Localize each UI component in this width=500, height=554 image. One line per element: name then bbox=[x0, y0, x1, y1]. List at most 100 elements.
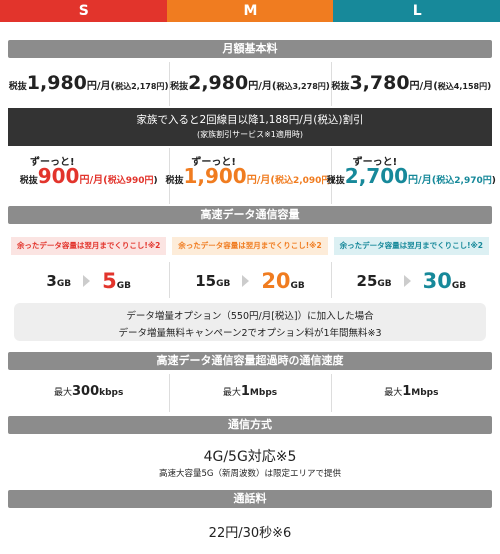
plan-header: L bbox=[333, 0, 500, 22]
price-close: ) bbox=[164, 82, 169, 92]
column-divider bbox=[169, 148, 171, 204]
discount-pre: 税抜 bbox=[19, 176, 38, 186]
column-divider bbox=[330, 262, 332, 298]
option-line2: データ増量無料キャンペーン2でオプション料が1年間無料※3 bbox=[118, 328, 382, 339]
arrow bbox=[83, 275, 91, 287]
family-line2: (家族割引サービス※1適用時) bbox=[196, 130, 304, 139]
data-from-unit: GB bbox=[216, 279, 231, 289]
column-divider bbox=[169, 374, 171, 412]
price-unit: 円/月( bbox=[248, 81, 277, 92]
discount: 税抜 1,900 円/月(税込2,090円) bbox=[165, 164, 334, 194]
column-divider bbox=[330, 374, 332, 412]
price-tax: 税込4,158円 bbox=[437, 82, 488, 91]
price-pre: 税抜 bbox=[331, 82, 350, 92]
data-from: 15 GB bbox=[195, 272, 230, 290]
rollover-note: 余ったデータ容量は翌月までくりこし!※2 bbox=[11, 237, 167, 255]
discount-close: ) bbox=[491, 176, 496, 186]
speed-unit: kbps bbox=[99, 388, 124, 398]
data-to-unit: GB bbox=[451, 281, 467, 291]
section-bar: 高速データ通信容量 bbox=[8, 206, 492, 224]
family-banner: 家族で入ると2回線目以降1,188円/月(税込)割引 (家族割引サービス※1適用… bbox=[8, 108, 492, 146]
data-from-value: 25 bbox=[356, 272, 378, 290]
price-unit: 円/月( bbox=[86, 81, 116, 92]
data-to: 5 GB bbox=[102, 269, 131, 293]
column-divider bbox=[169, 262, 171, 298]
speed-unit: Mbps bbox=[249, 388, 278, 398]
discount-close: ) bbox=[153, 176, 158, 186]
section-bar: 通話料 bbox=[8, 490, 492, 508]
section-bar: 通信方式 bbox=[8, 416, 492, 434]
speed: 最大 1 Mbps bbox=[331, 384, 492, 404]
price: 税抜 2,980 円/月(税込3,278円) bbox=[169, 72, 330, 98]
data-to-value: 30 bbox=[422, 269, 452, 293]
column-divider bbox=[330, 62, 332, 106]
price-pre: 税抜 bbox=[8, 82, 27, 92]
discount-unit: 円/月( bbox=[408, 175, 437, 186]
price-close: ) bbox=[325, 82, 330, 92]
speed: 最大 300 kbps bbox=[8, 384, 169, 404]
speed-unit: Mbps bbox=[411, 388, 439, 398]
price-unit: 円/月( bbox=[409, 81, 438, 92]
discount-pre: 税抜 bbox=[165, 176, 184, 186]
discount-unit: 円/月( bbox=[246, 175, 275, 186]
data-to: 20 GB bbox=[261, 269, 304, 293]
discount-lead: ずーっと! bbox=[352, 157, 398, 168]
rollover-note: 余ったデータ容量は翌月までくりこし!※2 bbox=[333, 237, 489, 255]
arrow bbox=[242, 275, 250, 287]
discount-close: ) bbox=[330, 176, 335, 186]
section-bar: 月額基本料 bbox=[8, 40, 492, 58]
price-close: ) bbox=[487, 82, 492, 92]
discount-lead: ずーっと! bbox=[30, 157, 75, 168]
discount-tax: 税込990円 bbox=[107, 176, 154, 186]
data-capacity: 15 GB 20 GB bbox=[169, 266, 330, 296]
option-line1: データ増量オプション（550円/月[税込]）に加入した場合 bbox=[126, 311, 374, 322]
option-note: データ増量オプション（550円/月[税込]）に加入した場合 データ増量無料キャン… bbox=[14, 303, 486, 341]
speed-value: 300 bbox=[71, 384, 100, 399]
speed-value: 1 bbox=[402, 384, 412, 399]
data-from-value: 3 bbox=[46, 272, 57, 290]
price: 税抜 1,980 円/月(税込2,178円) bbox=[8, 72, 169, 98]
section-bar: 高速データ通信容量超過時の通信速度 bbox=[8, 352, 492, 370]
plan-header: S bbox=[0, 0, 168, 22]
price-tax: 税込2,178円 bbox=[115, 82, 165, 91]
data-from-unit: GB bbox=[56, 279, 72, 289]
speed-pre: 最大 bbox=[384, 388, 403, 398]
arrow bbox=[403, 275, 411, 287]
price: 税抜 3,780 円/月(税込4,158円) bbox=[331, 72, 492, 98]
plan-header: M bbox=[166, 0, 335, 22]
data-to-value: 20 bbox=[261, 269, 291, 293]
network-main: 4G/5G対応※5 bbox=[203, 449, 297, 465]
data-from: 3 GB bbox=[46, 272, 71, 290]
price-amount: 2,980 bbox=[188, 72, 249, 94]
data-to-value: 5 bbox=[102, 269, 117, 293]
price-amount: 1,980 bbox=[26, 72, 87, 94]
price-amount: 3,780 bbox=[349, 72, 410, 94]
discount: 税抜 900 円/月(税込990円) bbox=[8, 164, 169, 194]
data-from-unit: GB bbox=[377, 279, 392, 289]
discount-amount: 900 bbox=[37, 164, 80, 188]
data-capacity: 3 GB 5 GB bbox=[8, 266, 169, 296]
speed-pre: 最大 bbox=[222, 388, 241, 398]
data-to-unit: GB bbox=[116, 281, 131, 291]
discount-amount: 2,700 bbox=[344, 164, 409, 188]
discount-tax: 税込2,970円 bbox=[436, 176, 492, 186]
data-capacity: 25 GB 30 GB bbox=[331, 266, 492, 296]
speed: 最大 1 Mbps bbox=[169, 384, 330, 404]
speed-value: 1 bbox=[240, 384, 250, 399]
column-divider bbox=[169, 62, 171, 106]
network-note: 高速大容量5G（新周波数）は限定エリアで提供 bbox=[159, 469, 341, 479]
call-main: 22円/30秒※6 bbox=[208, 526, 292, 541]
data-to: 30 GB bbox=[423, 269, 466, 293]
discount-pre: 税抜 bbox=[326, 176, 345, 186]
rollover-note: 余ったデータ容量は翌月までくりこし!※2 bbox=[172, 237, 328, 255]
discount: 税抜 2,700 円/月(税込2,970円) bbox=[327, 164, 496, 194]
data-from-value: 15 bbox=[195, 272, 217, 290]
discount-lead: ずーっと! bbox=[191, 157, 236, 168]
data-to-unit: GB bbox=[290, 281, 305, 291]
discount-tax: 税込2,090円 bbox=[274, 176, 331, 186]
column-divider bbox=[330, 148, 332, 204]
speed-pre: 最大 bbox=[53, 388, 72, 398]
data-from: 25 GB bbox=[357, 272, 392, 290]
discount-amount: 1,900 bbox=[183, 164, 247, 188]
